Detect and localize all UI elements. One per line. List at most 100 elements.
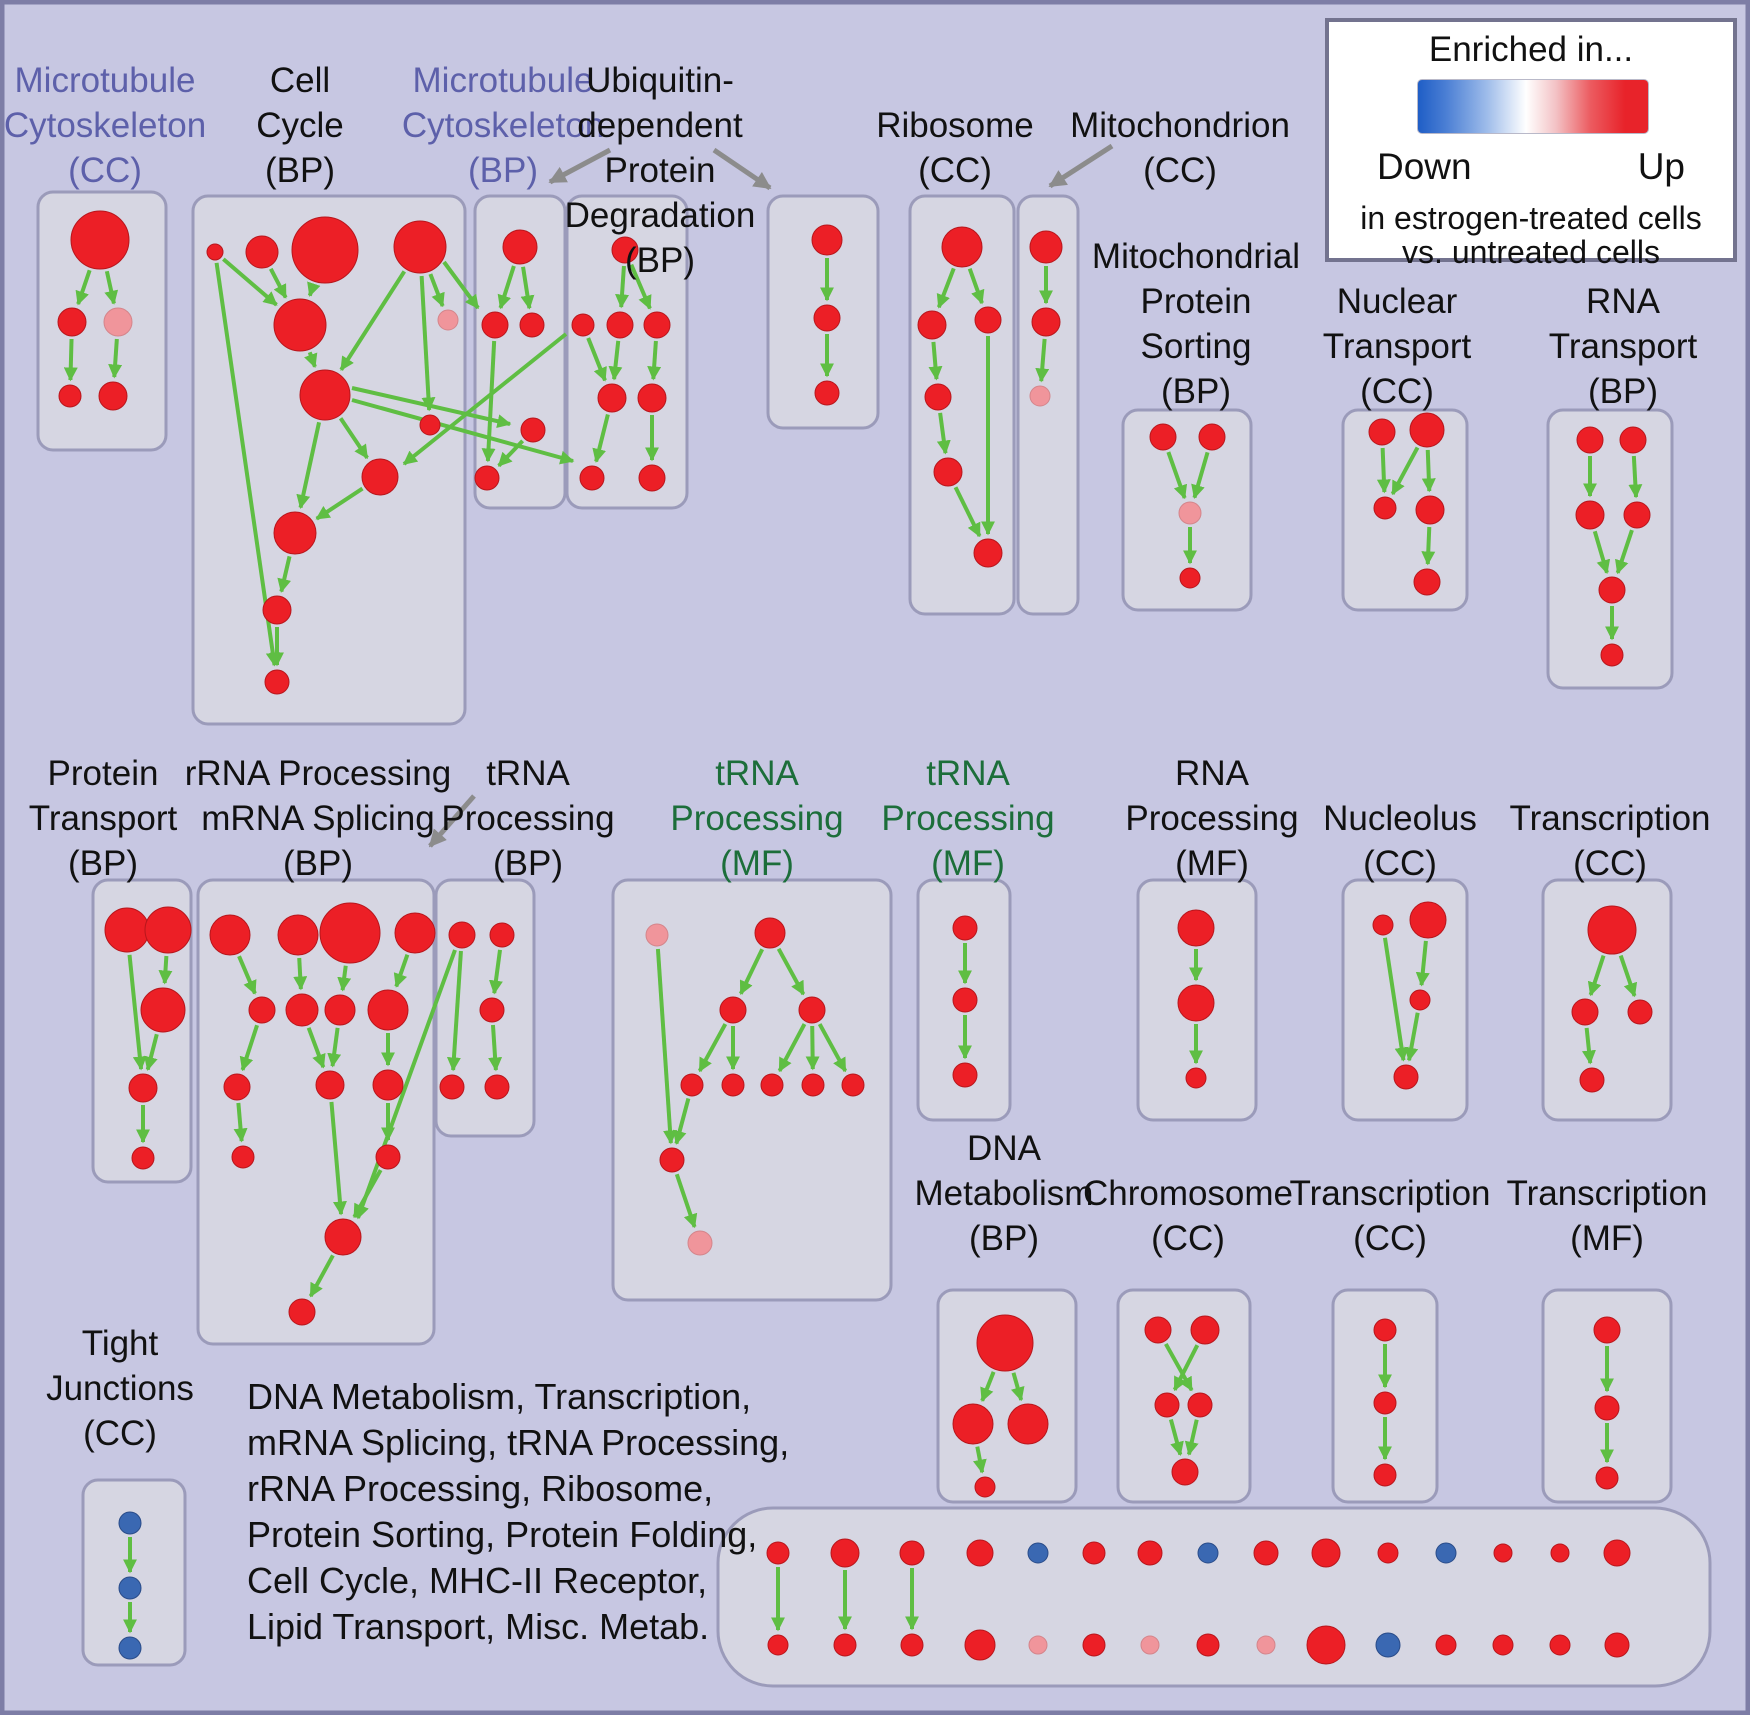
go-term-node-red (1593, 1316, 1621, 1344)
edge-arrow (615, 265, 630, 309)
go-term-node-red (767, 1634, 789, 1656)
edge-arrow (936, 267, 956, 309)
go-term-node-red (1373, 1391, 1397, 1415)
group-label-microtubule-cytoskeleton-cc: Microtubule Cytoskeleton (CC) (4, 61, 206, 190)
go-term-node-red (57, 307, 87, 337)
edge-arrow (817, 1023, 848, 1073)
edge-arrow (967, 267, 985, 305)
edge-arrow (222, 257, 278, 307)
go-term-node-red (367, 989, 409, 1031)
edge-arrow (1172, 1344, 1200, 1392)
group-label-cell-cycle-bp: Cell Cycle (BP) (256, 61, 344, 190)
go-term-node-blue (118, 1511, 142, 1535)
legend-subtitle-2: vs. untreated cells (1402, 234, 1660, 270)
edge-arrow (233, 1102, 248, 1143)
edge-arrow (127, 954, 147, 1071)
group-box-mitochondrion-cc (1016, 194, 1080, 616)
go-term-node-red (571, 313, 595, 337)
go-term-node-red (1576, 426, 1604, 454)
go-term-node-red (811, 224, 843, 256)
go-term-node-blue (1027, 1542, 1049, 1564)
edge-arrow (214, 262, 280, 667)
edge-arrow (1191, 451, 1210, 499)
group-label-transcription-cc-2: Transcription (CC) (1290, 1174, 1491, 1258)
go-term-node-red (288, 1298, 316, 1326)
group-label-ubiquitin-dependent-protein-degradation-bp: Ubiquitin-dependent Protein Degradation (BP… (565, 61, 756, 280)
go-term-node-pink (1028, 1635, 1048, 1655)
edge-arrow (629, 263, 652, 310)
go-term-node-red (643, 311, 671, 339)
go-term-node-pink (645, 923, 669, 947)
go-term-node-red (1372, 914, 1394, 936)
go-term-node-red (721, 1073, 745, 1097)
go-term-node-red (801, 1073, 825, 1097)
go-term-node-red (1492, 1634, 1514, 1656)
go-term-node-red (841, 1073, 865, 1097)
go-term-node-red (1082, 1633, 1106, 1657)
edge-arrow (75, 269, 92, 306)
group-box-chromosome-cc (1116, 1288, 1252, 1504)
edge-arrow (488, 949, 503, 995)
group-label-transcription-cc-1: Transcription (CC) (1510, 799, 1711, 883)
go-term-node-blue (118, 1636, 142, 1660)
edge-arrow (972, 1446, 987, 1474)
legend: Enriched in... Down Up in estrogen-treat… (1325, 18, 1737, 270)
edge-arrow (647, 340, 662, 381)
go-term-node-red (223, 1073, 251, 1101)
go-term-node-red (952, 1062, 978, 1088)
go-term-node-red (245, 235, 279, 269)
edge-arrow (481, 340, 497, 463)
go-term-node-red (1149, 423, 1177, 451)
group-label-trna-processing-mf-1: tRNA Processing (MF) (670, 754, 843, 883)
go-term-node-red (1306, 1625, 1346, 1665)
go-term-node-red (813, 304, 841, 332)
go-term-node-pink (1140, 1635, 1160, 1655)
group-box-dna-metabolism-bp (936, 1288, 1078, 1504)
edge-arrow (306, 1027, 326, 1069)
go-term-node-red (140, 987, 186, 1033)
go-term-node-red (833, 1633, 857, 1657)
go-term-node-red (933, 457, 963, 487)
label-pointer-arrow (1048, 143, 1114, 189)
go-term-node-red (70, 210, 130, 270)
misc-text-line: Cell Cycle, MHC-II Receptor, (247, 1560, 708, 1601)
go-term-node-red (1029, 230, 1063, 264)
edge-arrow (1168, 1418, 1184, 1456)
edge-arrow (674, 1173, 698, 1229)
go-term-node-red (1623, 501, 1651, 529)
go-term-node-red (1409, 412, 1445, 448)
edge-arrow (428, 273, 445, 308)
legend-subtitle-1: in estrogen-treated cells (1360, 200, 1702, 236)
go-term-node-red (814, 380, 840, 406)
go-term-node-red (479, 997, 505, 1023)
edge-arrow (655, 948, 678, 1145)
go-term-node-red (1604, 1632, 1630, 1658)
go-term-node-red (1595, 1466, 1619, 1490)
go-term-node-red (1579, 1067, 1605, 1093)
group-label-tight-junctions-cc: Tight Junctions (CC) (46, 1324, 194, 1453)
go-term-node-pink (1178, 501, 1202, 525)
group-label-protein-transport-bp: Protein Transport (BP) (29, 754, 178, 883)
edge-arrow (339, 270, 407, 371)
legend-gradient-bar (1417, 79, 1649, 134)
go-term-node-red (1598, 576, 1626, 604)
edge-arrow (488, 1024, 503, 1072)
go-term-node-red (291, 216, 359, 284)
edge-arrow (586, 337, 607, 382)
go-term-node-red (1171, 1458, 1199, 1486)
go-term-node-red (798, 996, 826, 1024)
go-term-node-red (659, 1147, 685, 1173)
go-term-node-red (974, 1476, 996, 1498)
edge-arrow (1618, 954, 1638, 998)
go-term-node-red (1587, 905, 1637, 955)
misc-categories-text: DNA Metabolism, Transcription, mRNA Spli… (247, 1374, 789, 1650)
go-term-node-red (315, 1070, 345, 1100)
go-term-node-red (1550, 1543, 1570, 1563)
go-term-node-red (277, 914, 319, 956)
go-term-node-red (1377, 1542, 1399, 1564)
go-term-node-red (489, 922, 515, 948)
go-term-node-red (1185, 1067, 1207, 1089)
go-term-node-red (1373, 496, 1397, 520)
go-term-node-red (1373, 1318, 1397, 1342)
go-term-node-red (1007, 1403, 1049, 1445)
